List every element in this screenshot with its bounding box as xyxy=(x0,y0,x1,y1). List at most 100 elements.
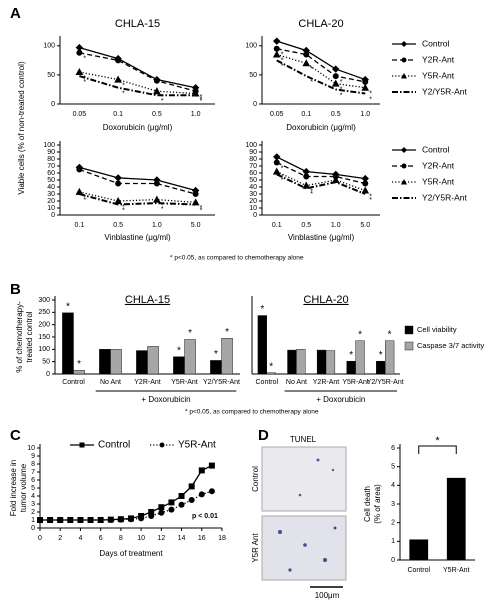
bar xyxy=(210,360,222,375)
significance-mark: * xyxy=(281,165,284,172)
data-point xyxy=(273,37,281,45)
x-tick-label: 10 xyxy=(137,535,145,542)
legend-label: Y2R-Ant xyxy=(422,160,455,170)
tunel-title: TUNEL xyxy=(290,435,317,444)
significance-mark: * xyxy=(379,350,383,361)
data-point xyxy=(272,50,281,58)
x-tick-label: 0 xyxy=(38,535,42,542)
legend-label: Y2/Y5R-Ant xyxy=(422,86,468,96)
bar xyxy=(110,349,122,375)
significance-mark: * xyxy=(83,79,86,86)
series-line xyxy=(276,40,366,81)
series-line xyxy=(276,53,366,89)
significance-mark: * xyxy=(122,82,125,89)
significance-mark: * xyxy=(340,92,343,99)
y-tick-label: 100 xyxy=(245,142,257,149)
data-point xyxy=(114,75,122,83)
series-line xyxy=(276,156,366,180)
data-point xyxy=(115,180,122,187)
data-point xyxy=(208,462,215,469)
y-tick-label: 100 xyxy=(43,43,55,50)
significance-mark: * xyxy=(369,91,372,98)
x-tick-label: Y2R-Ant xyxy=(313,379,340,386)
significance-mark: * xyxy=(281,57,284,64)
y-tick-label: 20 xyxy=(249,198,257,205)
legend-swatch xyxy=(404,341,414,351)
y-tick-label: 4 xyxy=(391,482,395,489)
y-tick-label: 3 xyxy=(391,501,395,508)
significance-mark: * xyxy=(188,328,192,339)
significance-mark: * xyxy=(161,202,164,209)
data-point xyxy=(362,78,369,85)
data-point xyxy=(302,59,311,67)
bar xyxy=(296,349,306,375)
y-tick-label: 9 xyxy=(31,453,35,460)
significance-mark: * xyxy=(122,204,125,211)
x-tick-label: 16 xyxy=(198,535,206,542)
x-tick-label: Y2/Y5R-Ant xyxy=(203,379,240,386)
data-point xyxy=(178,493,185,499)
x-tick-label: 18 xyxy=(218,535,226,542)
series-line xyxy=(79,52,196,92)
data-point xyxy=(158,509,165,516)
significance-mark: * xyxy=(269,361,273,372)
y-tick-label: 0 xyxy=(31,525,35,532)
data-point xyxy=(76,166,83,173)
y-tick-label: 0 xyxy=(51,212,55,219)
significance-mark: * xyxy=(310,79,313,86)
x-tick-label: 0.1 xyxy=(301,111,311,118)
y-tick-label: 30 xyxy=(47,191,55,198)
significance-mark: * xyxy=(83,197,86,204)
y-tick-label: 150 xyxy=(38,334,50,341)
chart-title: CHLA-20 xyxy=(298,18,343,30)
series-line xyxy=(79,46,196,89)
y-tick-label: 60 xyxy=(47,170,55,177)
significance-mark: * xyxy=(177,345,181,356)
y-axis-label: (% of area) xyxy=(373,484,382,524)
significance-mark: * xyxy=(200,207,203,214)
data-point xyxy=(107,517,114,523)
data-point xyxy=(362,180,369,187)
legend-label: Control xyxy=(98,440,130,451)
legend-marker xyxy=(159,442,165,448)
x-tick-label: 1.0 xyxy=(152,222,162,229)
data-point xyxy=(272,167,281,175)
panel-label: A xyxy=(10,5,21,22)
series-line xyxy=(79,71,196,95)
legend-label: Y5R-Ant xyxy=(422,176,455,186)
scale-bar-label: 100μm xyxy=(315,591,340,600)
legend-swatch xyxy=(404,325,414,335)
series-line xyxy=(276,59,366,95)
x-axis-label: Days of treatment xyxy=(99,549,163,558)
x-tick-label: 12 xyxy=(157,535,165,542)
data-point xyxy=(208,488,215,495)
x-tick-label: Y5R-Ant xyxy=(443,567,470,574)
data-point xyxy=(138,515,145,522)
y-tick-label: 60 xyxy=(249,170,257,177)
x-tick-label: No Ant xyxy=(286,379,307,386)
y-tick-label: 50 xyxy=(249,177,257,184)
data-point xyxy=(303,173,310,180)
y-tick-label: 80 xyxy=(249,156,257,163)
series-line xyxy=(79,75,196,97)
bar xyxy=(62,312,74,375)
x-tick-label: 0.05 xyxy=(270,111,284,118)
significance-mark: * xyxy=(200,205,203,212)
bar xyxy=(184,339,196,375)
series-line xyxy=(40,490,213,521)
panel-label: D xyxy=(258,427,269,444)
y-tick-label: 40 xyxy=(249,184,257,191)
data-point xyxy=(148,513,155,519)
y-tick-label: 4 xyxy=(31,493,35,500)
data-point xyxy=(153,87,161,95)
bar xyxy=(376,360,386,375)
chart-title: CHLA-15 xyxy=(115,18,160,30)
data-point xyxy=(76,49,83,56)
y-tick-label: 0 xyxy=(46,371,50,378)
data-point xyxy=(332,65,340,73)
significance-mark: * xyxy=(388,329,392,340)
bar xyxy=(221,338,233,375)
x-tick-label: 4 xyxy=(78,535,82,542)
bar xyxy=(136,350,148,375)
data-point xyxy=(47,517,54,523)
